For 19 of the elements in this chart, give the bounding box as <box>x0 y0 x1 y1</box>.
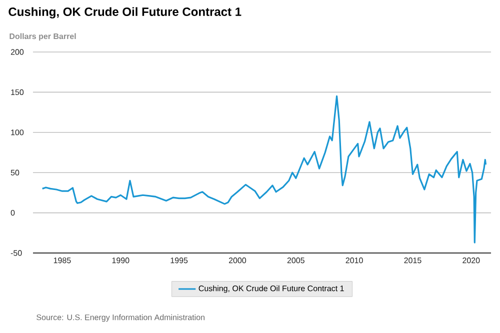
x-tick-label: 1995 <box>170 258 188 264</box>
x-tick-label: 2000 <box>228 258 246 264</box>
x-tick-label: 1990 <box>112 258 130 264</box>
y-tick-label: 100 <box>11 130 24 136</box>
x-tick-label: 2005 <box>287 258 304 264</box>
chart-title: Cushing, OK Crude Oil Future Contract 1 <box>8 7 242 18</box>
y-tick-label: 0 <box>10 210 15 216</box>
y-tick-label: 200 <box>10 49 24 55</box>
x-tick-label: 2020 <box>462 258 480 264</box>
x-tick-label: 1985 <box>54 258 71 264</box>
line-series <box>42 95 487 244</box>
x-tick-label: 2015 <box>404 258 422 264</box>
legend-label: Cushing, OK Crude Oil Future Contract 1 <box>198 285 344 293</box>
x-tick-label: 2010 <box>346 258 363 264</box>
y-tick-label: -50 <box>10 250 22 256</box>
y-tick-label: 150 <box>11 89 24 96</box>
source-note: Source: U.S. Energy Information Administration <box>36 314 204 322</box>
y-tick-label: 50 <box>10 170 20 176</box>
y-axis-title: Dollars per Barrel <box>10 33 76 41</box>
